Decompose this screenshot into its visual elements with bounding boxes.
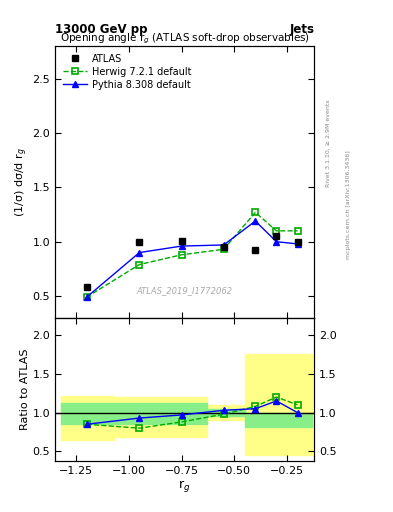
Text: mcplots.cern.ch [arXiv:1306.3436]: mcplots.cern.ch [arXiv:1306.3436] (346, 151, 351, 259)
Text: ATLAS_2019_I1772062: ATLAS_2019_I1772062 (137, 286, 233, 295)
Pythia 8.308 default (179, 243, 184, 249)
Pythia 8.308 default (221, 242, 226, 248)
Text: Rivet 3.1.10, ≥ 2.9M events: Rivet 3.1.10, ≥ 2.9M events (326, 99, 331, 187)
Legend: ATLAS, Herwig 7.2.1 default, Pythia 8.308 default: ATLAS, Herwig 7.2.1 default, Pythia 8.30… (60, 51, 195, 93)
Pythia 8.308 default (295, 241, 300, 247)
Line: ATLAS: ATLAS (83, 233, 301, 291)
ATLAS (274, 233, 279, 239)
Herwig 7.2.1 default (84, 294, 89, 300)
Line: Herwig 7.2.1 default: Herwig 7.2.1 default (86, 212, 298, 297)
Pythia 8.308 default (253, 218, 258, 224)
Herwig 7.2.1 default (253, 209, 258, 216)
Herwig 7.2.1 default (274, 228, 279, 234)
Y-axis label: Ratio to ATLAS: Ratio to ATLAS (20, 349, 29, 430)
Line: Pythia 8.308 default: Pythia 8.308 default (86, 221, 298, 297)
Title: Opening angle r$_g$ (ATLAS soft-drop observables): Opening angle r$_g$ (ATLAS soft-drop obs… (60, 32, 310, 46)
Text: 13000 GeV pp: 13000 GeV pp (55, 23, 147, 36)
Text: Jets: Jets (289, 23, 314, 36)
Pythia 8.308 default (274, 239, 279, 245)
Herwig 7.2.1 default (137, 262, 142, 268)
Pythia 8.308 default (84, 294, 89, 300)
ATLAS (221, 244, 226, 250)
X-axis label: r$_g$: r$_g$ (178, 478, 191, 495)
Pythia 8.308 default (137, 249, 142, 255)
ATLAS (137, 239, 142, 245)
ATLAS (84, 284, 89, 290)
ATLAS (253, 247, 258, 253)
Herwig 7.2.1 default (179, 252, 184, 258)
Herwig 7.2.1 default (295, 228, 300, 234)
Herwig 7.2.1 default (221, 246, 226, 252)
ATLAS (295, 239, 300, 245)
ATLAS (179, 238, 184, 244)
Y-axis label: (1/σ) dσ/d r$_g$: (1/σ) dσ/d r$_g$ (13, 147, 29, 217)
